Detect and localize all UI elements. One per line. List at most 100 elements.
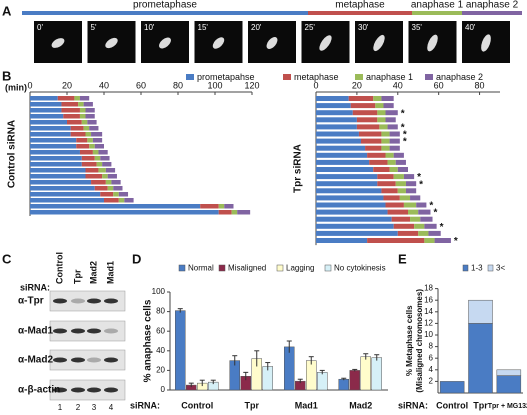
blot-band	[53, 357, 67, 363]
bar-segment	[85, 168, 99, 173]
bar-segment	[98, 150, 108, 155]
bar-segment	[377, 110, 386, 116]
bar-segment	[395, 159, 406, 165]
y-tick-label: 18	[424, 284, 433, 293]
legend-swatch	[276, 264, 284, 272]
bar-segment	[405, 181, 417, 187]
x-tick-label: 40	[393, 80, 403, 90]
time-label: 5'	[91, 23, 97, 32]
bar-segment	[74, 96, 80, 101]
bar-segment	[30, 114, 64, 119]
bar-segment	[387, 209, 408, 215]
lane-label: Control	[54, 252, 64, 284]
bar-segment	[397, 230, 419, 236]
bar	[284, 346, 295, 391]
bar-segment	[89, 126, 99, 131]
bar-segment	[352, 110, 378, 116]
x-tick-label: Control	[181, 400, 213, 410]
bar-segment	[316, 96, 349, 101]
bar-segment	[316, 117, 357, 123]
bar-segment	[30, 168, 86, 173]
bar-segment	[391, 216, 411, 222]
phase-label: prometaphase	[133, 0, 197, 11]
annotation: *	[440, 222, 444, 233]
bar	[371, 357, 382, 391]
chromosomes	[51, 38, 65, 48]
bar-segment	[85, 114, 95, 119]
y-tick-label: 6	[429, 353, 434, 362]
y-tick-label: 16	[424, 295, 433, 304]
blot-band	[104, 298, 118, 304]
panel-label: D	[132, 251, 141, 266]
bar-segment	[316, 110, 353, 116]
bar-segment	[381, 96, 394, 101]
x-axis-label: siRNA:	[130, 400, 160, 410]
bar-segment	[30, 162, 82, 167]
annotation: *	[417, 172, 421, 183]
bar-segment	[383, 195, 400, 201]
bar-segment	[105, 168, 116, 173]
chromosomes	[373, 34, 385, 52]
bar-segment	[30, 126, 71, 131]
legend-swatch	[186, 74, 194, 80]
y-tick-label: 8	[429, 342, 434, 351]
bar-segment	[316, 181, 378, 187]
bar-segment	[358, 131, 382, 137]
time-label: 35'	[412, 23, 423, 32]
x-tick-label: 60	[136, 80, 146, 90]
lane-number: 1	[58, 403, 63, 412]
bar-segment	[367, 238, 425, 243]
bar-segment	[348, 96, 374, 101]
blot-band	[71, 387, 85, 393]
bar-segment	[81, 156, 95, 161]
y-tick-label: 20	[156, 366, 165, 375]
bar-segment	[385, 110, 398, 116]
phase-label: metaphase	[335, 0, 385, 11]
bar-segment	[87, 120, 97, 125]
time-label: 0'	[37, 23, 43, 32]
y-axis-label: Tpr siRNA	[293, 144, 304, 193]
x-tick-label: 80	[173, 80, 183, 90]
blot-band	[87, 387, 101, 393]
unit-label: (min)	[5, 82, 27, 92]
bar-segment	[92, 150, 99, 155]
bar-segment	[393, 174, 404, 180]
y-tick-label: 40	[156, 346, 165, 355]
bar-segment	[200, 204, 219, 209]
bar-segment	[316, 230, 398, 236]
annotation: *	[419, 179, 423, 190]
bar-segment	[94, 156, 101, 161]
bar-segment	[237, 210, 251, 215]
legend-swatch	[283, 74, 291, 80]
blot-band	[104, 328, 118, 334]
bar-segment	[316, 195, 384, 201]
blot-band	[53, 298, 67, 304]
x-tick-label: 100	[207, 80, 222, 90]
chromosomes	[212, 37, 225, 49]
legend-label: anaphase 2	[436, 72, 483, 82]
bar-segment	[410, 195, 421, 201]
x-tick-label: Tpr	[245, 400, 260, 410]
bar-segment	[377, 117, 386, 123]
time-label: 10'	[144, 23, 155, 32]
bar-segment	[316, 216, 392, 222]
bar-segment	[81, 120, 88, 125]
bar-segment	[30, 144, 77, 149]
bar-segment	[218, 204, 225, 209]
bar-segment	[30, 204, 201, 209]
lane-label: Tpr	[72, 269, 82, 284]
bar-segment	[360, 138, 382, 144]
blot-band	[104, 357, 118, 363]
bar-segment	[316, 188, 382, 194]
bar-segment	[70, 126, 84, 131]
y-axis-label: (Misaligned chromosomes)	[415, 289, 424, 393]
phase-label: anaphase 1	[411, 0, 464, 11]
bar-segment	[403, 174, 415, 180]
y-tick-label: 100	[152, 287, 166, 296]
bar-segment	[385, 117, 396, 123]
bar-segment	[124, 198, 134, 203]
chromosomes	[159, 37, 171, 49]
legend-label: 3<	[496, 264, 505, 273]
bar-segment	[393, 223, 415, 229]
bar-segment	[439, 381, 465, 394]
